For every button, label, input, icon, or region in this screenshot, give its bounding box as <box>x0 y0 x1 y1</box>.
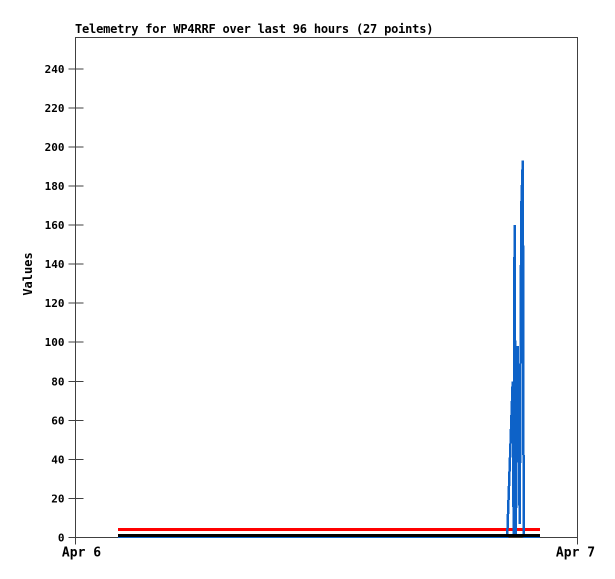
y-tick-label: 80 <box>51 375 64 388</box>
y-tick-label: 200 <box>45 141 65 154</box>
y-tick-label: 0 <box>58 532 65 545</box>
y-tick-label: 220 <box>45 102 65 115</box>
y-tick-label: 240 <box>45 63 65 76</box>
x-tick-label: Apr 6 <box>62 546 101 561</box>
y-tick-label: 60 <box>51 414 64 427</box>
y-tick-label: 120 <box>45 297 65 310</box>
y-tick-label: 140 <box>45 258 65 271</box>
chart-frame <box>75 37 578 538</box>
series-line-blue-channel <box>118 160 540 539</box>
x-tick-label: Apr 7 <box>556 546 595 561</box>
y-tick-label: 20 <box>51 492 64 505</box>
y-tick-label: 100 <box>45 336 65 349</box>
chart-title: Telemetry for WP4RRF over last 96 hours … <box>75 22 434 36</box>
y-tick-label: 160 <box>45 219 65 232</box>
y-tick-label: 180 <box>45 180 65 193</box>
y-tick-label: 40 <box>51 453 64 466</box>
